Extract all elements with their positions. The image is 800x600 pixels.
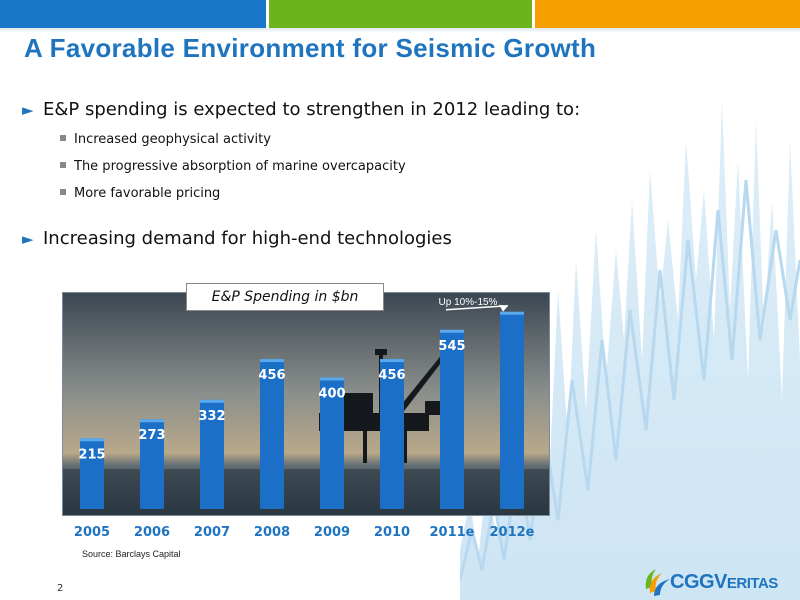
tick-label-2010: 2010	[374, 525, 410, 540]
tick-label-2005: 2005	[74, 525, 110, 540]
page-number: 2	[57, 583, 64, 594]
logo-brand-main: CGGV	[670, 571, 727, 593]
company-logo: CGGVERITAS	[640, 563, 800, 600]
sub-bullet-2: The progressive absorption of marine ove…	[60, 159, 406, 174]
tick-label-2008: 2008	[254, 525, 290, 540]
sub-bullet-3-text: More favorable pricing	[74, 186, 221, 201]
chart-panel	[62, 292, 550, 516]
bullet-1-text: E&P spending is expected to strengthen i…	[43, 99, 581, 120]
top-bar-shadow	[0, 28, 800, 33]
logo-wordmark: CGGVERITAS	[670, 571, 778, 594]
logo-brand-rest: ERITAS	[726, 575, 778, 592]
sub-bullet-1: Increased geophysical activity	[60, 132, 271, 147]
logo-swoosh-icon	[645, 569, 670, 596]
sea-surface	[63, 469, 549, 515]
seismic-wave-line	[460, 179, 800, 581]
top-color-bar	[0, 0, 800, 28]
tick-label-2006: 2006	[134, 525, 170, 540]
square-bullet-icon	[60, 189, 66, 195]
slide-title: A Favorable Environment for Seismic Grow…	[24, 33, 597, 63]
bullet-2-text: Increasing demand for high-end technolog…	[43, 228, 452, 249]
tick-label-2007: 2007	[194, 525, 230, 540]
bullet-arrow-icon: ►	[22, 230, 34, 248]
chart-background	[63, 293, 549, 515]
square-bullet-icon	[60, 162, 66, 168]
top-bar-green-segment	[269, 0, 532, 28]
sub-bullet-3: More favorable pricing	[60, 186, 220, 201]
square-bullet-icon	[60, 135, 66, 141]
top-bar-blue-segment	[0, 0, 266, 28]
tick-label-2009: 2009	[314, 525, 350, 540]
source-note: Source: Barclays Capital	[82, 549, 181, 559]
bullet-arrow-icon: ►	[22, 101, 34, 119]
chart-title: E&P Spending in $bn	[186, 283, 384, 311]
sub-bullet-1-text: Increased geophysical activity	[74, 132, 271, 147]
top-bar-orange-segment	[535, 0, 800, 28]
sub-bullet-2-text: The progressive absorption of marine ove…	[74, 159, 406, 174]
